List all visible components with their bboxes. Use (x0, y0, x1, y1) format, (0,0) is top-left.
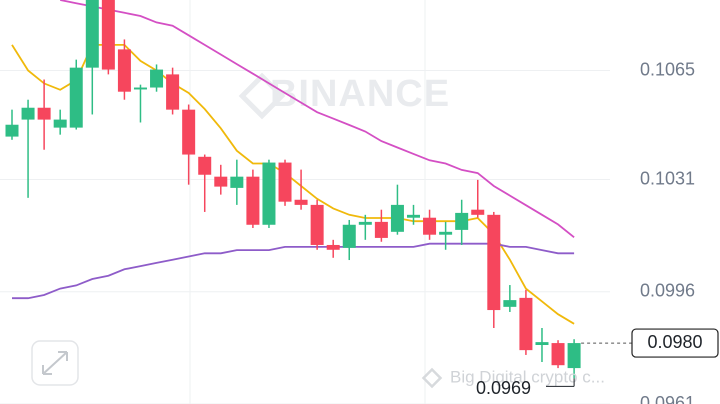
candle-body (5, 124, 19, 137)
candle-body (278, 162, 292, 202)
candle-body (423, 217, 437, 235)
candle-body (101, 0, 115, 70)
candle-body (69, 67, 83, 128)
candle-body (294, 199, 308, 205)
moving-average-line (60, 0, 575, 239)
watermark: BINANCE (270, 73, 450, 115)
candle-body (37, 107, 51, 120)
candle-body (455, 212, 469, 230)
candle-body (246, 176, 260, 225)
low-price-label: 0.0969 (476, 378, 531, 398)
candle-body (487, 214, 501, 311)
y-tick-label: 0.1031 (640, 168, 695, 188)
plot (0, 0, 610, 404)
footer-watermark-text: Big Digital crypto c... (450, 367, 605, 386)
y-tick-label: 0.0961 (640, 393, 695, 404)
candle-body (374, 221, 388, 238)
candle-body (198, 156, 212, 175)
candle-body (262, 162, 276, 225)
candle-body (407, 214, 420, 218)
candle-body (166, 74, 180, 110)
current-price-box (631, 328, 719, 358)
y-tick-label: 0.0996 (640, 281, 695, 301)
candle-body (214, 176, 228, 187)
candle-body (567, 343, 581, 369)
current-price-label: 0.0980 (647, 332, 702, 352)
candle-body (535, 342, 549, 346)
footer-watermark: Big Digital crypto c... (421, 367, 605, 389)
candle-body (310, 204, 324, 245)
candle-body (551, 343, 565, 366)
candle-body (150, 69, 164, 88)
candle-body (519, 297, 533, 351)
candle-body (342, 224, 356, 248)
candle-body (53, 119, 67, 128)
y-tick-label: 0.1065 (640, 59, 695, 79)
candle-body (85, 0, 99, 68)
candle-body (326, 244, 340, 250)
grid (189, 0, 426, 404)
expand-button[interactable] (31, 340, 79, 386)
candle-body (117, 49, 131, 92)
candle-body (439, 231, 453, 235)
candle-body (471, 209, 485, 215)
candle-body (21, 107, 35, 120)
candle-body (182, 109, 196, 155)
candle-body (503, 300, 517, 307)
candle-body (230, 176, 244, 188)
candle-body (390, 204, 404, 232)
moving-average-line (12, 242, 575, 300)
candle-body (133, 87, 147, 90)
candle-body (358, 221, 372, 225)
